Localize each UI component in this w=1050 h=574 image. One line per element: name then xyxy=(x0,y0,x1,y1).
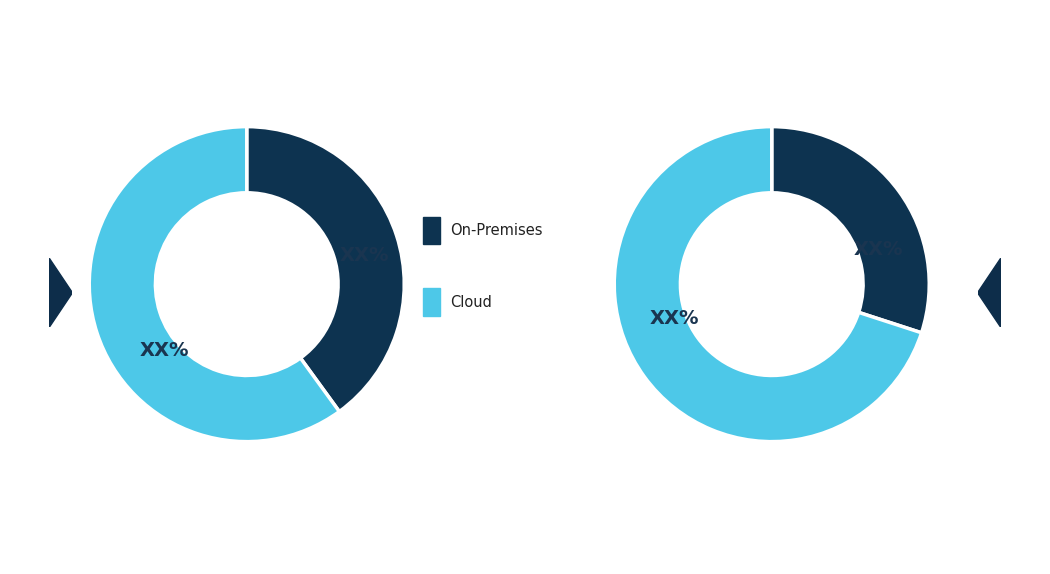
Bar xyxy=(16,544,26,567)
Wedge shape xyxy=(772,127,929,333)
Text: MARKET SHARE- 2030: MARKET SHARE- 2030 xyxy=(1020,232,1030,362)
Bar xyxy=(66,506,77,567)
Polygon shape xyxy=(49,258,72,327)
Text: XX%: XX% xyxy=(140,341,190,360)
Text: MARKET SHARE- 2022: MARKET SHARE- 2022 xyxy=(20,232,30,362)
Bar xyxy=(423,217,440,245)
Text: Cloud: Cloud xyxy=(450,294,492,309)
Text: US$ XX Mn: US$ XX Mn xyxy=(478,522,588,541)
Polygon shape xyxy=(978,258,1001,327)
Text: XX%: XX% xyxy=(828,538,891,562)
Bar xyxy=(54,518,64,567)
Bar xyxy=(41,537,51,567)
Text: Incremental Growth –Cloud: Incremental Growth –Cloud xyxy=(101,524,333,539)
Text: MARKET BY DEPLOYMENT: MARKET BY DEPLOYMENT xyxy=(100,28,519,55)
Bar xyxy=(423,288,440,316)
Text: XX%: XX% xyxy=(340,246,390,265)
Wedge shape xyxy=(89,127,339,441)
Text: CAGR (2022–2030): CAGR (2022–2030) xyxy=(791,509,929,523)
Wedge shape xyxy=(614,127,922,441)
Text: XX%: XX% xyxy=(854,240,904,259)
Text: XX%: XX% xyxy=(649,309,699,328)
Text: On-Premises: On-Premises xyxy=(450,223,543,238)
Wedge shape xyxy=(247,127,404,412)
Bar xyxy=(28,532,39,567)
